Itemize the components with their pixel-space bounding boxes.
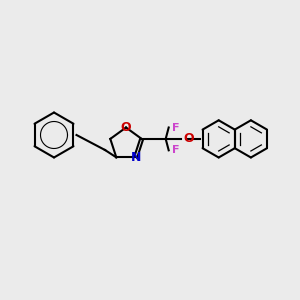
Text: O: O — [183, 132, 194, 146]
Text: F: F — [172, 122, 180, 133]
Text: O: O — [121, 121, 131, 134]
Text: F: F — [172, 145, 180, 155]
Text: N: N — [130, 151, 141, 164]
